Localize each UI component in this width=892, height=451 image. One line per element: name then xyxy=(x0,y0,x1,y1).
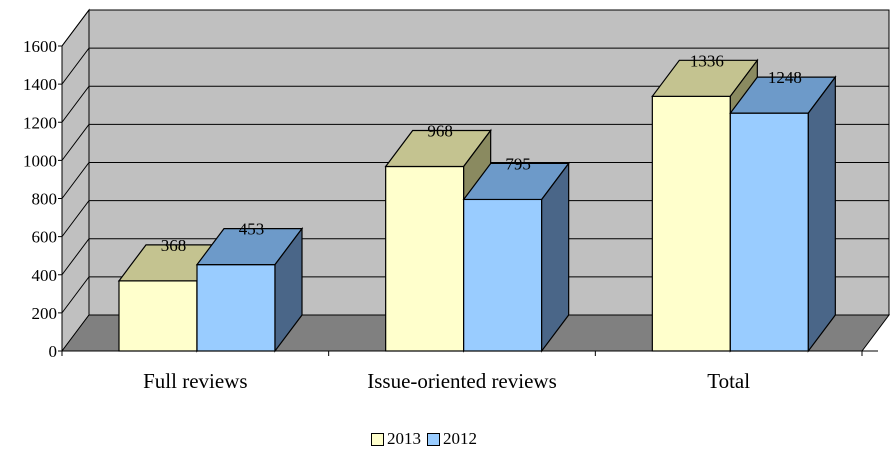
legend-swatch-2013 xyxy=(371,432,384,446)
category-label: Full reviews xyxy=(143,369,247,393)
category-label: Issue-oriented reviews xyxy=(367,369,557,393)
data-label: 1336 xyxy=(690,51,724,70)
data-label: 968 xyxy=(427,121,453,140)
gridline xyxy=(61,85,889,123)
y-axis: 0 200 400 600 800 1000 1200 1400 1600 xyxy=(23,37,63,361)
bar-2013 xyxy=(118,280,198,352)
bar-side-2012 xyxy=(274,226,303,353)
legend-label-2012: 2012 xyxy=(443,429,477,448)
bar-side-2012 xyxy=(807,75,836,353)
y-tick-label: 0 xyxy=(49,342,58,361)
gridline xyxy=(61,200,889,237)
bars: 368 453 968 795 1336 1248 xyxy=(117,51,837,353)
gridline xyxy=(61,238,889,276)
legend-swatch-2012 xyxy=(427,432,440,446)
gridline xyxy=(61,162,889,199)
gridline xyxy=(61,276,889,314)
y-tick-label: 1600 xyxy=(23,37,57,56)
y-tick-label: 1400 xyxy=(23,75,57,94)
data-label: 368 xyxy=(161,236,187,255)
y-tick-label: 600 xyxy=(32,228,58,247)
category-label: Total xyxy=(707,369,750,393)
legend: 2013 2012 xyxy=(371,429,483,449)
bar-side-2012 xyxy=(541,161,570,353)
legend-item-2013: 2013 xyxy=(371,429,421,449)
data-label: 795 xyxy=(505,154,531,173)
bar-2013 xyxy=(385,165,465,352)
legend-item-2012: 2012 xyxy=(427,429,477,449)
gridline xyxy=(61,9,889,47)
gridlines xyxy=(61,9,889,314)
x-axis: Full reviews Issue-oriented reviews Total xyxy=(61,350,878,393)
bar-2012 xyxy=(729,112,809,352)
bar-2012 xyxy=(463,198,543,352)
y-tick-label: 400 xyxy=(32,266,58,285)
y-tick-label: 800 xyxy=(32,190,58,209)
y-tick-label: 1000 xyxy=(23,151,57,170)
gridline xyxy=(61,47,889,85)
y-tick-label: 1200 xyxy=(23,113,57,132)
legend-label-2013: 2013 xyxy=(387,429,421,448)
data-label: 453 xyxy=(239,220,265,239)
bar-2012 xyxy=(196,264,276,352)
bar-2013 xyxy=(651,95,731,352)
data-label: 1248 xyxy=(768,68,802,87)
gridline xyxy=(61,123,889,161)
y-tick-label: 200 xyxy=(32,304,58,323)
